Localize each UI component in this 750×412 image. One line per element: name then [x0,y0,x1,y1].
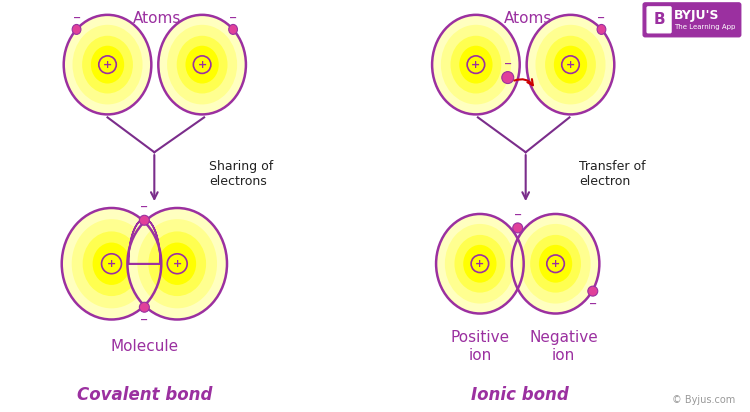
Ellipse shape [140,302,149,312]
Ellipse shape [502,72,514,84]
Circle shape [99,56,116,73]
Text: −: − [589,299,597,309]
Ellipse shape [454,235,506,293]
Text: © Byjus.com: © Byjus.com [671,395,735,405]
Ellipse shape [185,46,219,84]
Ellipse shape [73,25,142,105]
Ellipse shape [597,24,606,34]
Text: The Learning App: The Learning App [674,24,736,30]
Text: +: + [476,259,484,269]
Ellipse shape [441,25,511,105]
Ellipse shape [432,15,520,115]
Text: −: − [504,59,512,69]
Text: +: + [551,259,560,269]
Text: Sharing of
electrons: Sharing of electrons [209,160,273,188]
Text: Covalent bond: Covalent bond [76,386,212,404]
Text: +: + [103,60,112,70]
Ellipse shape [177,36,227,94]
Text: +: + [107,259,116,269]
Text: Positive
ion: Positive ion [450,330,509,363]
Ellipse shape [588,286,598,296]
Ellipse shape [526,15,614,115]
Ellipse shape [229,24,238,34]
Ellipse shape [554,46,587,84]
Ellipse shape [513,223,523,233]
Text: −: − [140,202,148,212]
Ellipse shape [91,46,124,84]
Ellipse shape [436,214,524,314]
Text: Transfer of
electron: Transfer of electron [580,160,646,188]
Text: Negative
ion: Negative ion [530,330,598,363]
Ellipse shape [158,243,196,285]
Text: Ionic bond: Ionic bond [471,386,568,404]
Ellipse shape [464,245,496,283]
Text: +: + [566,60,575,70]
Text: Atoms: Atoms [503,11,552,26]
Ellipse shape [539,245,572,283]
Ellipse shape [520,224,590,304]
Ellipse shape [64,15,152,115]
Circle shape [547,255,564,272]
Circle shape [562,56,579,73]
Ellipse shape [512,214,599,314]
Ellipse shape [82,232,140,296]
Ellipse shape [72,24,81,34]
Text: B: B [653,12,665,27]
Ellipse shape [167,25,237,105]
Text: −: − [73,13,80,23]
Text: +: + [172,259,182,269]
Text: −: − [598,13,605,23]
Ellipse shape [140,215,149,225]
Text: +: + [471,60,481,70]
Circle shape [167,254,188,274]
Ellipse shape [545,36,596,94]
Ellipse shape [62,208,161,319]
Ellipse shape [158,15,246,115]
Ellipse shape [459,46,493,84]
Ellipse shape [128,208,227,319]
Ellipse shape [92,243,130,285]
Circle shape [467,56,484,73]
Ellipse shape [148,232,206,296]
Text: BYJU'S: BYJU'S [674,9,719,22]
Circle shape [194,56,211,73]
FancyBboxPatch shape [644,3,741,37]
FancyBboxPatch shape [647,7,671,33]
Circle shape [101,254,122,274]
Text: −: − [140,315,148,325]
Text: −: − [229,13,237,23]
Ellipse shape [536,25,605,105]
Ellipse shape [530,235,581,293]
Text: −: − [514,210,522,220]
Ellipse shape [451,36,501,94]
Text: Atoms: Atoms [133,11,182,26]
Ellipse shape [82,36,133,94]
Circle shape [471,255,489,272]
Ellipse shape [137,219,217,308]
Text: +: + [197,60,207,70]
Ellipse shape [445,224,515,304]
Text: Molecule: Molecule [110,339,178,354]
Ellipse shape [72,219,152,308]
